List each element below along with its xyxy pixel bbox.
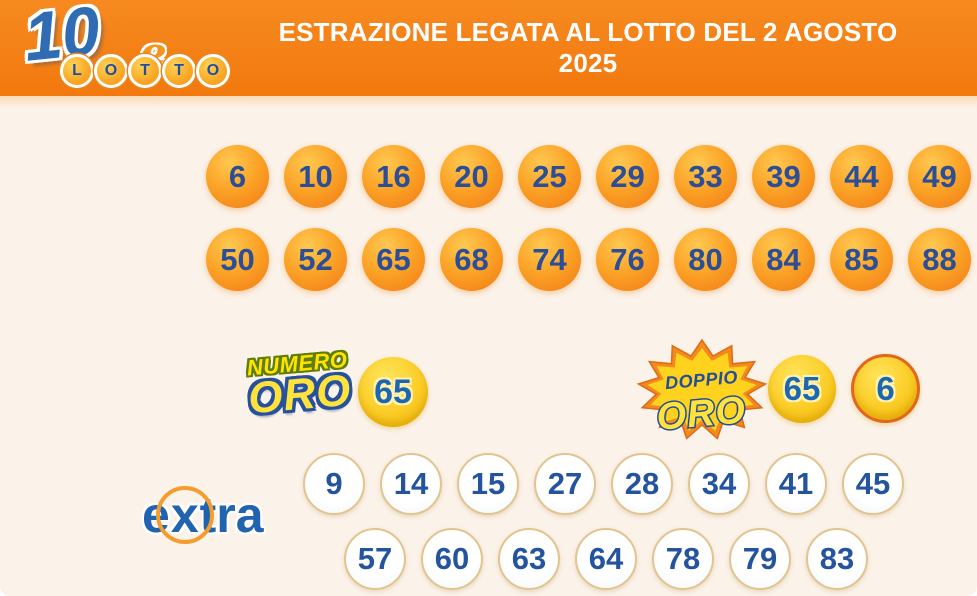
- drawn-number-ball: 10: [284, 145, 347, 208]
- drawn-number-ball: 88: [908, 228, 971, 291]
- extra-number-ball: 15: [457, 453, 519, 515]
- doppio-oro-ball-2: 6: [851, 354, 920, 423]
- extra-logo: e x tra: [142, 486, 264, 544]
- lotto-letter-ball: T: [128, 54, 162, 88]
- lotto-letter-ball: T: [162, 54, 196, 88]
- extra-number-ball: 14: [380, 453, 442, 515]
- drawn-number-ball: 6: [206, 145, 269, 208]
- extra-number-ball: 79: [729, 528, 791, 590]
- doppio-oro-ball-1: 65: [768, 355, 836, 423]
- page-title: ESTRAZIONE LEGATA AL LOTTO DEL 2 AGOSTO …: [278, 17, 898, 78]
- drawn-number-ball: 74: [518, 228, 581, 291]
- drawn-number-ball: 50: [206, 228, 269, 291]
- drawn-number-ball: 20: [440, 145, 503, 208]
- extra-number-ball: 78: [652, 528, 714, 590]
- numero-oro-ball: 65: [358, 357, 428, 427]
- numero-oro-label-line2: ORO: [246, 365, 354, 424]
- main-draw-row-2: 50 52 65 68 74 76 80 84 85 88: [206, 228, 971, 291]
- main-draw-row-1: 6 10 16 20 25 29 33 39 44 49: [206, 145, 971, 208]
- extra-number-ball: 60: [421, 528, 483, 590]
- drawn-number-ball: 25: [518, 145, 581, 208]
- extra-number-ball: 34: [688, 453, 750, 515]
- extra-number-ball: 83: [806, 528, 868, 590]
- extra-number-ball: 41: [765, 453, 827, 515]
- extra-draw-row-1: 9 14 15 27 28 34 41 45: [303, 453, 904, 515]
- extra-number-ball: 28: [611, 453, 673, 515]
- extra-logo-ring-icon: [155, 486, 214, 544]
- drawn-number-ball: 85: [830, 228, 893, 291]
- extra-number-ball: 57: [344, 528, 406, 590]
- doppio-oro-label-line2: ORO: [655, 389, 748, 439]
- drawn-number-ball: 52: [284, 228, 347, 291]
- extra-number-ball: 45: [842, 453, 904, 515]
- numero-oro-logo: NUMERO ORO: [234, 347, 363, 424]
- drawn-number-ball: 16: [362, 145, 425, 208]
- doppio-oro-starburst-inner: [647, 348, 757, 431]
- drawn-number-ball: 80: [674, 228, 737, 291]
- drawn-number-ball: 49: [908, 145, 971, 208]
- extra-logo-x-wrap: x: [155, 486, 214, 544]
- extra-number-ball: 63: [498, 528, 560, 590]
- lotto-letter-ball: O: [196, 54, 230, 88]
- lotto-letter-ball: O: [94, 54, 128, 88]
- drawn-number-ball: 84: [752, 228, 815, 291]
- drawn-number-ball: 68: [440, 228, 503, 291]
- drawn-number-ball: 65: [362, 228, 425, 291]
- doppio-oro-logo: DOPPIO ORO: [636, 338, 768, 440]
- drawn-number-ball: 39: [752, 145, 815, 208]
- lotto-letter-ball: L: [60, 54, 94, 88]
- extra-number-ball: 27: [534, 453, 596, 515]
- drawn-number-ball: 44: [830, 145, 893, 208]
- extra-number-ball: 64: [575, 528, 637, 590]
- extra-logo-part-x: x: [170, 487, 199, 543]
- drawn-number-ball: 29: [596, 145, 659, 208]
- extra-number-ball: 9: [303, 453, 365, 515]
- drawn-number-ball: 33: [674, 145, 737, 208]
- drawn-number-ball: 76: [596, 228, 659, 291]
- extra-draw-row-2: 57 60 63 64 78 79 83: [344, 528, 868, 590]
